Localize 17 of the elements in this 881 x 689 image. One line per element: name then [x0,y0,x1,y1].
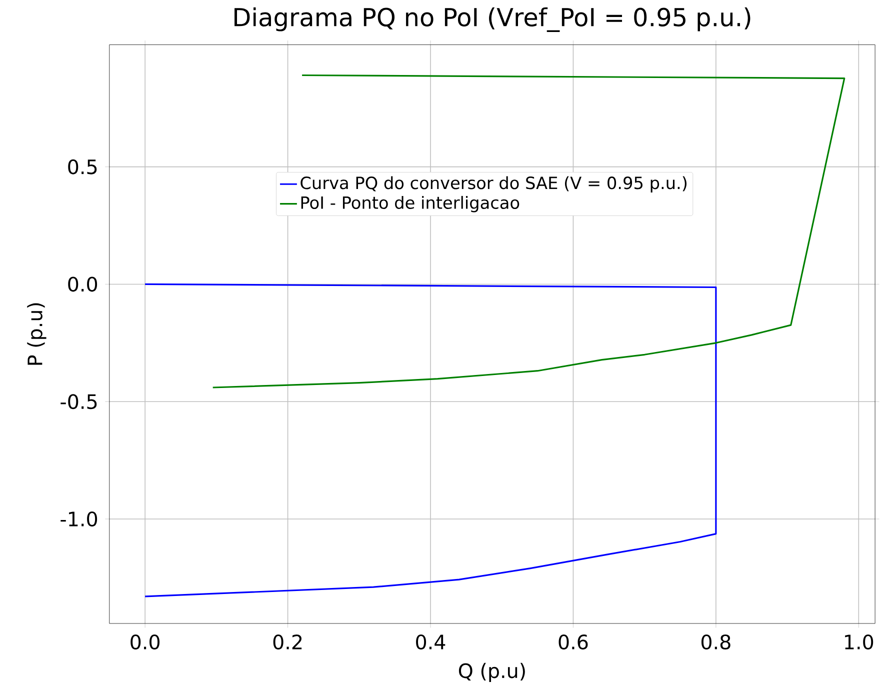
legend-label: PoI - Ponto de interligacao [301,196,520,212]
y-tick-label: 0.5 [68,160,97,174]
x-tick-label: 1.0 [845,634,874,650]
x-tick-label: 0.6 [558,634,588,650]
x-tick-label: 0.0 [130,634,160,650]
y-axis-title: P (p.u) [27,303,46,365]
line-series [144,284,717,598]
legend-label: Curva PQ do conversor do SAE (V = 0.95 p.u.) [300,176,687,193]
line-series [212,74,846,388]
chart-title: Diagrama PQ no PoI (Vref_PoI = 0.95 p.u.) [234,8,750,32]
x-tick-label: 0.2 [273,634,302,650]
x-tick-label: 0.8 [701,634,730,650]
y-tick-label: -1.0 [60,512,98,527]
x-axis-title: Q (p.u) [458,663,525,682]
x-tick-label: 0.4 [416,634,446,650]
y-tick-label: 0.0 [68,276,98,292]
y-tick-label: -0.5 [60,394,97,410]
